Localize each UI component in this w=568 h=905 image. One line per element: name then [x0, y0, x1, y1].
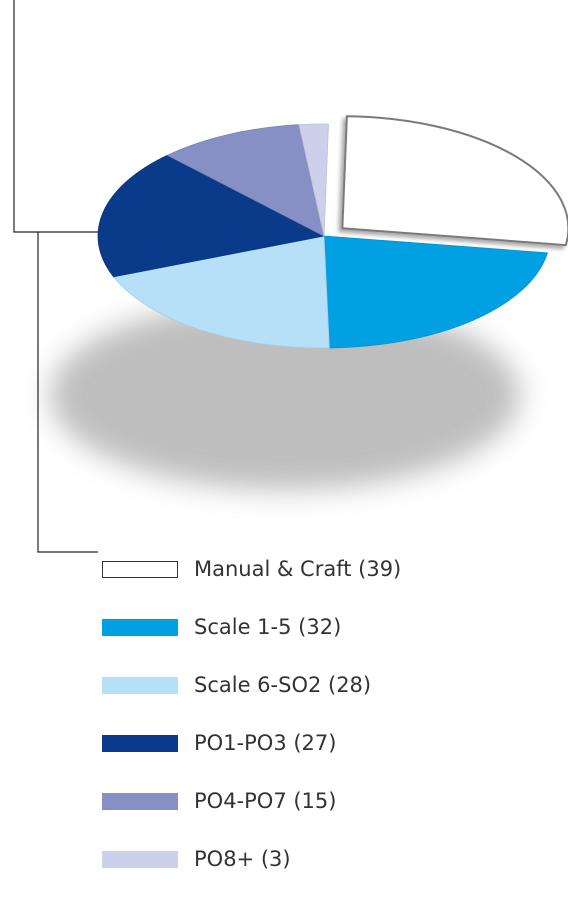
legend-swatch-po4-po7 — [102, 792, 178, 810]
pie-slices — [97, 115, 568, 349]
chart-shadow — [50, 300, 520, 490]
legend-swatch-scale-6-so2 — [102, 676, 178, 694]
legend-label: Scale 6-SO2 (28) — [194, 673, 372, 697]
legend-item-po8-plus: PO8+ (3) — [102, 830, 542, 888]
legend-item-manual-craft: Manual & Craft (39) — [102, 540, 542, 598]
legend-swatch-manual-craft — [102, 560, 178, 578]
legend-label: PO8+ (3) — [194, 847, 291, 871]
legend-swatch-scale-1-5 — [102, 618, 178, 636]
legend-swatch-po8-plus — [102, 850, 178, 868]
legend-item-scale-1-5: Scale 1-5 (32) — [102, 598, 542, 656]
connector-lines — [13, 0, 98, 553]
pie-slice-3 — [97, 154, 326, 278]
legend-item-scale-6-so2: Scale 6-SO2 (28) — [102, 656, 542, 714]
legend: Manual & Craft (39) Scale 1-5 (32) Scale… — [102, 540, 542, 888]
pie-slice-4 — [166, 124, 325, 237]
legend-label: Manual & Craft (39) — [194, 557, 402, 581]
legend-label: PO1-PO3 (27) — [194, 731, 337, 755]
pie-slice-1 — [323, 235, 548, 349]
legend-swatch-po1-po3 — [102, 734, 178, 752]
legend-label: Scale 1-5 (32) — [194, 615, 342, 639]
legend-item-po4-po7: PO4-PO7 (15) — [102, 772, 542, 830]
pie-slice-0 — [341, 115, 568, 247]
pie-slice-5 — [298, 123, 329, 237]
pie-slice-2 — [112, 235, 330, 349]
legend-label: PO4-PO7 (15) — [194, 789, 337, 813]
legend-item-po1-po3: PO1-PO3 (27) — [102, 714, 542, 772]
